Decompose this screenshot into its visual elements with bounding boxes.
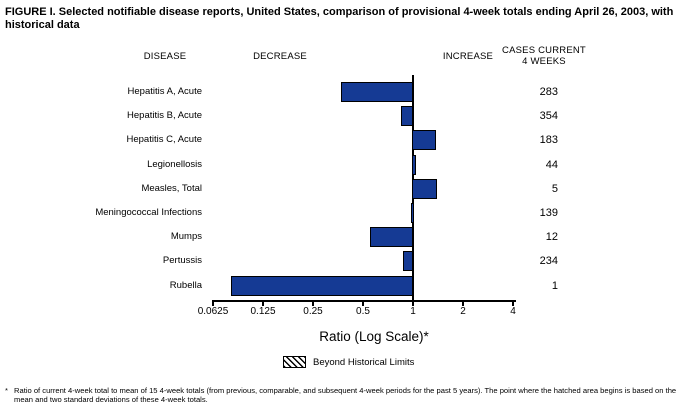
ratio-bar (402, 251, 413, 272)
cases-value: 283 (539, 86, 558, 98)
legend: Beyond Historical Limits (283, 356, 414, 368)
disease-label: Rubella (169, 279, 202, 291)
axis-tick (412, 300, 414, 306)
axis-tick-label: 0.25 (303, 306, 323, 317)
ratio-bar (341, 82, 413, 102)
x-axis-title: Ratio (Log Scale)* (319, 329, 429, 344)
cases-value: 139 (539, 207, 558, 219)
ratio-bar (412, 154, 416, 175)
disease-label: Hepatitis A, Acute (127, 86, 202, 97)
column-header-disease: DISEASE (143, 51, 187, 62)
disease-label: Meningococcal Infections (95, 207, 202, 218)
disease-label: Mumps (170, 231, 202, 243)
cases-value: 183 (539, 134, 558, 147)
hatched-swatch-icon (283, 356, 306, 368)
ratio-bar (369, 227, 413, 248)
column-header-cases-current-4-weeks: CASES CURRENT 4 WEEKS (492, 45, 596, 67)
cases-value: 12 (545, 231, 558, 244)
disease-label: Pertussis (162, 255, 202, 267)
axis-tick-label: 2 (460, 306, 466, 317)
cases-header-line1: CASES CURRENT (502, 45, 586, 56)
axis-tick-label: 4 (510, 306, 516, 317)
axis-tick-label: 1 (410, 306, 416, 317)
axis-tick (462, 300, 464, 306)
disease-label: Legionellosis (147, 158, 202, 170)
ratio-bar (412, 178, 438, 199)
axis-tick (512, 300, 514, 306)
cases-header-line2: 4 WEEKS (522, 55, 566, 67)
disease-label: Measles, Total (141, 182, 202, 194)
ratio-bar (401, 106, 413, 127)
cases-value: 44 (545, 158, 558, 171)
cases-value: 354 (539, 110, 558, 123)
axis-tick (262, 300, 264, 306)
figure-title: FIGURE I. Selected notifiable disease re… (5, 6, 674, 31)
footnote-text: Ratio of current 4-week total to mean of… (14, 386, 677, 405)
footnote-marker: * (5, 386, 8, 395)
ratio-bar (412, 130, 437, 151)
ratio-bar (410, 203, 414, 223)
disease-label: Hepatitis C, Acute (126, 134, 202, 146)
cases-value: 5 (551, 182, 558, 195)
disease-label: Hepatitis B, Acute (127, 110, 202, 122)
footnote: * Ratio of current 4-week total to mean … (5, 386, 683, 404)
axis-tick-label: 0.125 (250, 306, 276, 317)
axis-tick (312, 300, 314, 306)
column-header-increase: INCREASE (442, 51, 494, 62)
column-header-decrease: DECREASE (253, 51, 307, 62)
cases-value: 1 (551, 279, 558, 292)
axis-tick-label: 0.5 (356, 306, 370, 317)
legend-label: Beyond Historical Limits (313, 356, 415, 368)
ratio-bar (230, 275, 413, 296)
cases-value: 234 (539, 255, 558, 268)
axis-tick (212, 300, 214, 306)
axis-tick (362, 300, 364, 306)
x-axis-line (212, 300, 516, 302)
axis-tick-label: 0.0625 (197, 306, 229, 317)
